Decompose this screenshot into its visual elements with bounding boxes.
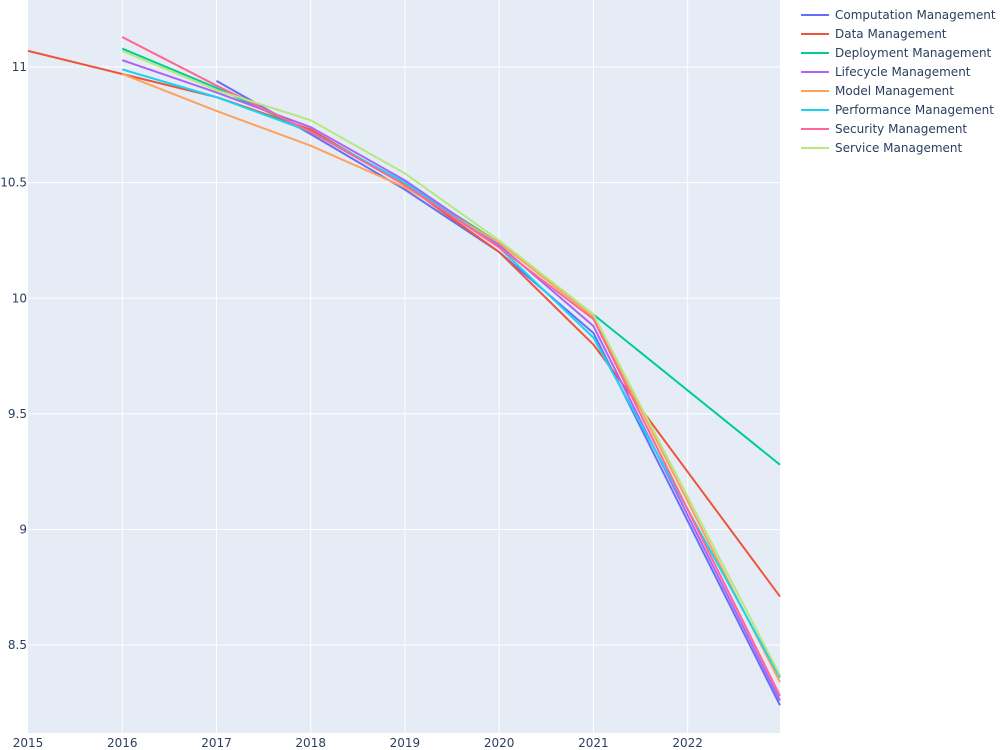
x-tick-label: 2019 [390,736,421,750]
y-tick-label: 9.5 [8,407,27,421]
series-line-performance-management [121,68,781,678]
x-tick-label: 2016 [107,736,138,750]
legend-item-data-management[interactable]: Data Management [801,27,947,41]
y-tick-label: 10 [12,291,27,305]
legend-item-deployment-management[interactable]: Deployment Management [801,46,992,60]
series-line-service-management [121,49,781,676]
legend: Computation Management Data Management Dep… [801,8,996,155]
legend-label: Model Management [835,84,954,98]
legend-item-lifecycle-management[interactable]: Lifecycle Management [801,65,971,79]
legend-label: Service Management [835,141,963,155]
legend-label: Data Management [835,27,947,41]
legend-item-computation-management[interactable]: Computation Management [801,8,996,22]
x-tick-label: 2015 [13,736,44,750]
y-tick-label: 10.5 [0,176,27,190]
legend-label: Performance Management [835,103,994,117]
x-tick-label: 2022 [672,736,703,750]
x-tick-label: 2017 [201,736,232,750]
legend-label: Security Management [835,122,967,136]
legend-label: Computation Management [835,8,996,22]
y-tick-label: 9 [19,523,27,537]
legend-item-performance-management[interactable]: Performance Management [801,103,994,117]
legend-label: Lifecycle Management [835,65,971,79]
legend-item-model-management[interactable]: Model Management [801,84,954,98]
grid-lines [28,0,780,733]
series-lines [27,36,781,706]
x-tick-label: 2020 [484,736,515,750]
plot-background [28,0,780,733]
legend-item-service-management[interactable]: Service Management [801,141,963,155]
series-line-security-management [121,36,781,697]
x-tick-label: 2018 [295,736,326,750]
series-line-lifecycle-management [121,59,781,702]
y-tick-label: 11 [12,60,27,74]
y-tick-label: 8.5 [8,638,27,652]
legend-item-security-management[interactable]: Security Management [801,122,967,136]
legend-label: Deployment Management [835,46,992,60]
axis-tick-labels: 2015 2016 2017 2018 2019 2020 2021 2022 8.5 9 9.5 1… [0,60,703,750]
series-line-model-management [121,73,781,683]
x-tick-label: 2021 [578,736,609,750]
